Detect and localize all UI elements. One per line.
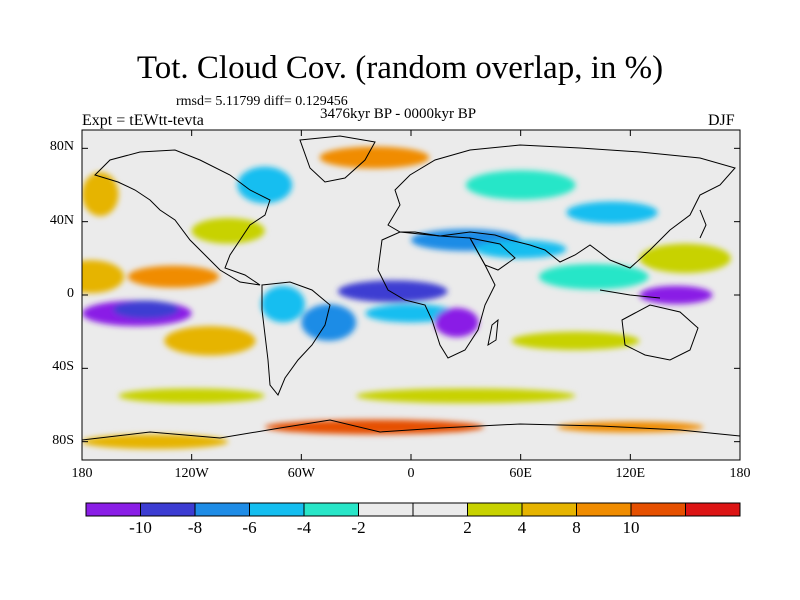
colorbar-label: -6 [242, 518, 257, 537]
lon-label: 0 [407, 466, 415, 481]
colorbar-label: -8 [187, 518, 203, 537]
colorbar-swatch-8 [521, 502, 577, 517]
coastlines [82, 135, 740, 441]
colorbar-label: 2 [463, 518, 472, 537]
anomaly-region-4 [191, 218, 265, 244]
lat-label: 80N [49, 139, 74, 155]
colorbar-label: 8 [572, 518, 581, 537]
colorbar-swatch-2 [194, 502, 250, 517]
experiment-label: Expt = tEWtt-tevta [82, 112, 204, 129]
lon-label: 60W [287, 466, 315, 481]
colorbar-swatch-6 [412, 502, 468, 517]
colorbar-swatch-10 [630, 502, 686, 517]
colorbar-swatch-7 [467, 502, 523, 517]
colorbar-swatch-0 [85, 502, 141, 517]
season-label: DJF [708, 112, 735, 129]
anomaly-region-12 [474, 240, 567, 259]
anomaly-region-14 [639, 285, 713, 305]
lat-label: 40N [49, 212, 74, 228]
anomaly-region-9 [365, 304, 457, 323]
anomaly-region-23 [356, 388, 576, 404]
colorbar-label: -10 [129, 518, 152, 537]
anomaly-region-20 [319, 146, 430, 169]
anomaly-region-10 [434, 307, 479, 338]
colorbar-swatch-5 [358, 502, 414, 517]
lon-label: 120E [615, 466, 646, 481]
colorbar-swatch-9 [576, 502, 632, 517]
anomaly-region-17 [82, 172, 119, 217]
anomaly-region-18 [237, 166, 293, 204]
anomaly-layer [82, 146, 731, 449]
map-panel [82, 130, 740, 460]
anomaly-region-7 [301, 304, 357, 341]
anomaly-region-6 [261, 285, 305, 323]
anomaly-region-3 [127, 265, 220, 288]
anomaly-region-0 [82, 260, 125, 294]
colorbar-label: -4 [296, 518, 312, 537]
colorbar-label: 4 [517, 518, 527, 537]
anomaly-region-19 [465, 170, 576, 200]
lon-label: 60E [509, 466, 532, 481]
rmsd-diff-stats: rmsd= 5.11799 diff= 0.129456 [176, 94, 348, 109]
anomaly-region-24 [264, 419, 485, 435]
colorbar-swatch-1 [140, 502, 196, 517]
lat-label: 40S [52, 359, 74, 375]
colorbar-label: -2 [351, 518, 366, 537]
lon-label: 180 [71, 466, 93, 481]
colorbar-swatch-4 [303, 502, 359, 517]
period-label: 3476kyr BP - 0000kyr BP [320, 106, 477, 122]
axis-ticks [81, 130, 741, 460]
anomaly-region-5 [164, 326, 256, 356]
anomaly-region-25 [557, 421, 704, 433]
map-title: Tot. Cloud Cov. (random overlap, in %) [136, 50, 664, 86]
anomaly-region-26 [82, 434, 229, 449]
anomaly-region-22 [118, 388, 265, 404]
lat-label: 0 [67, 286, 74, 301]
colorbar-label: 10 [622, 518, 640, 537]
anomaly-region-2 [113, 300, 179, 319]
colorbar [85, 502, 741, 517]
lon-label: 120W [174, 466, 209, 481]
anomaly-region-13 [538, 263, 649, 290]
colorbar-swatch-3 [249, 502, 305, 517]
anomaly-region-15 [639, 243, 731, 273]
anomaly-region-8 [337, 280, 448, 303]
anomaly-region-16 [511, 331, 640, 351]
lon-label: 180 [729, 466, 751, 481]
anomaly-region-21 [566, 201, 658, 224]
lat-label: 80S [52, 432, 74, 448]
colorbar-swatch-11 [685, 502, 741, 517]
